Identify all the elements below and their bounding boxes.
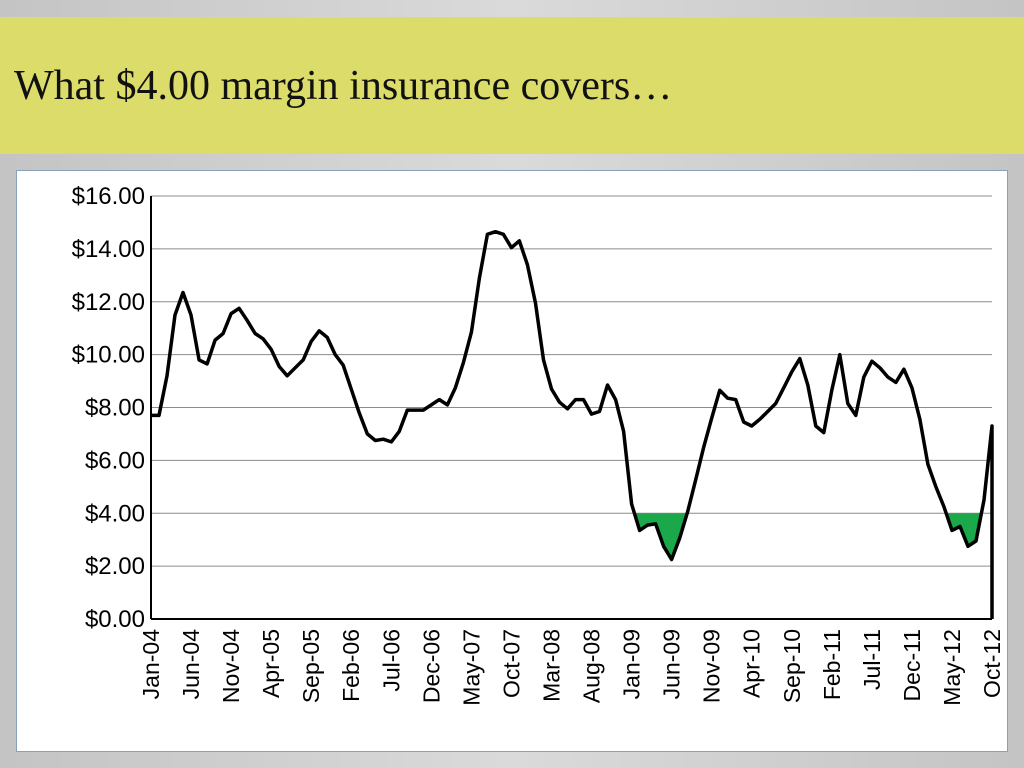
y-tick-label: $4.00 xyxy=(85,500,145,527)
y-tick-label: $2.00 xyxy=(85,553,145,580)
x-tick-label: Dec-11 xyxy=(899,629,925,701)
x-tick-label: May-07 xyxy=(458,629,484,706)
series-lines xyxy=(151,229,994,619)
grid-lines xyxy=(151,195,992,567)
x-tick-label: May-12 xyxy=(939,629,965,706)
y-tick-label: $0.00 xyxy=(85,606,145,633)
axes xyxy=(150,196,992,620)
x-tick-label: Jan-04 xyxy=(138,629,164,700)
chart-panel: $0.00 $2.00 $4.00 $6.00 $8.00 $10.00 $12.00 $14… xyxy=(16,170,1008,752)
y-tick-labels: $0.00 $2.00 $4.00 $6.00 $8.00 $10.00 $12.00 $14… xyxy=(72,183,145,633)
x-tick-label: Nov-04 xyxy=(218,629,244,703)
x-tick-label: Feb-11 xyxy=(819,629,845,700)
y-tick-label: $16.00 xyxy=(72,183,145,210)
y-tick-label: $10.00 xyxy=(72,342,145,369)
series-line xyxy=(151,229,994,619)
x-tick-label: Dec-06 xyxy=(418,629,444,703)
x-tick-label: Oct-12 xyxy=(979,629,1005,698)
x-tick-label: Jul-11 xyxy=(859,629,885,690)
x-tick-label: Jun-04 xyxy=(178,629,204,700)
y-tick-label: $8.00 xyxy=(85,395,145,422)
y-tick-label: $14.00 xyxy=(72,236,145,263)
x-tick-label: Sep-05 xyxy=(298,629,324,703)
line-chart: $0.00 $2.00 $4.00 $6.00 $8.00 $10.00 $12.00 $14… xyxy=(72,183,1005,706)
x-tick-label: Nov-09 xyxy=(699,629,725,703)
x-tick-labels: Jan-04 Jun-04 Nov-04 Apr-05 Sep-05 Feb-06 Jul-… xyxy=(138,629,1005,706)
x-tick-label: Apr-10 xyxy=(739,629,765,698)
title-bar xyxy=(0,17,1024,154)
x-tick-label: Jun-09 xyxy=(659,629,685,699)
x-tick-label: Sep-10 xyxy=(779,629,805,703)
x-tick-label: Jan-09 xyxy=(619,629,645,699)
x-tick-label: Mar-08 xyxy=(538,629,564,702)
x-tick-label: Jul-06 xyxy=(378,629,404,692)
y-tick-label: $12.00 xyxy=(72,289,145,316)
slide-title: What $4.00 margin insurance covers… xyxy=(14,63,673,109)
x-tick-label: Apr-05 xyxy=(258,629,284,698)
x-tick-label: Oct-07 xyxy=(498,629,524,698)
x-tick-label: Feb-06 xyxy=(338,629,364,702)
x-tick-label: Aug-08 xyxy=(579,629,605,703)
y-tick-label: $6.00 xyxy=(85,447,145,474)
coverage-fill xyxy=(946,513,982,547)
